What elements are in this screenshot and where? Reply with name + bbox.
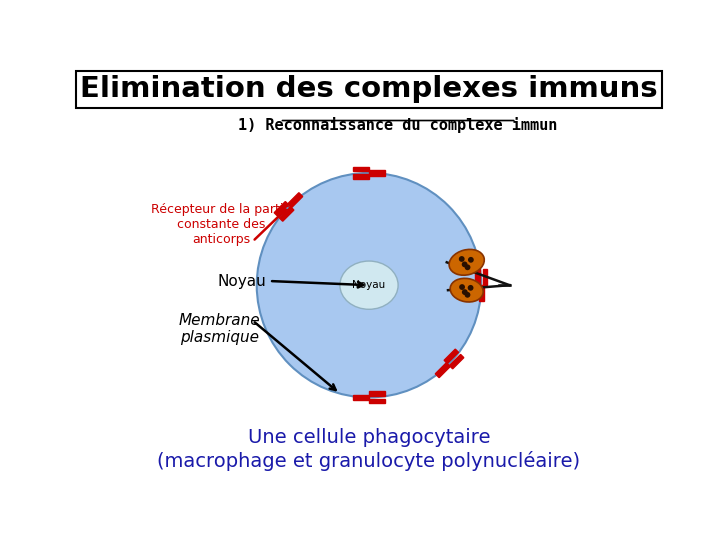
- Circle shape: [468, 257, 474, 263]
- Text: 1) Reconnaissance du complexe immun: 1) Reconnaissance du complexe immun: [238, 117, 558, 133]
- Text: Une cellule phagocytaire
(macrophage et granulocyte polynucléaire): Une cellule phagocytaire (macrophage et …: [158, 428, 580, 470]
- Circle shape: [462, 289, 468, 295]
- Ellipse shape: [340, 261, 398, 309]
- Polygon shape: [274, 201, 289, 216]
- Polygon shape: [279, 207, 294, 221]
- Text: Membrane
plasmique: Membrane plasmique: [179, 313, 260, 345]
- Circle shape: [459, 284, 465, 290]
- Circle shape: [468, 285, 474, 291]
- Ellipse shape: [450, 278, 483, 302]
- Circle shape: [257, 173, 481, 397]
- Polygon shape: [436, 363, 450, 377]
- Circle shape: [464, 292, 470, 298]
- Text: Récepteur de la partie
constante des
anticorps: Récepteur de la partie constante des ant…: [151, 204, 292, 246]
- Polygon shape: [475, 269, 480, 285]
- Circle shape: [464, 265, 470, 270]
- Polygon shape: [444, 349, 459, 363]
- Polygon shape: [482, 269, 487, 285]
- Polygon shape: [369, 392, 384, 396]
- Text: Elimination des complexes immuns: Elimination des complexes immuns: [80, 75, 658, 103]
- Polygon shape: [369, 170, 384, 176]
- Polygon shape: [288, 193, 302, 208]
- Polygon shape: [354, 167, 369, 172]
- Circle shape: [462, 261, 467, 267]
- Circle shape: [459, 256, 464, 262]
- Polygon shape: [354, 395, 369, 400]
- Text: Noyau: Noyau: [218, 274, 266, 288]
- Polygon shape: [449, 354, 464, 369]
- Polygon shape: [369, 399, 384, 403]
- Polygon shape: [354, 174, 369, 179]
- Text: Noyau: Noyau: [352, 280, 386, 290]
- Ellipse shape: [449, 249, 485, 275]
- Polygon shape: [479, 285, 484, 301]
